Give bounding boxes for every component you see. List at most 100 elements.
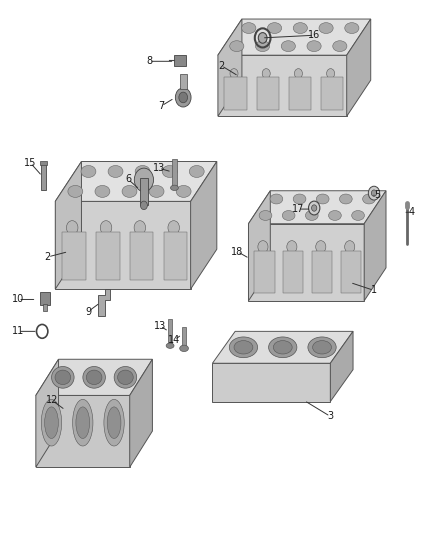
Text: 14: 14 [168, 335, 180, 345]
Circle shape [345, 241, 355, 253]
Circle shape [287, 241, 297, 253]
Ellipse shape [122, 185, 137, 197]
Ellipse shape [45, 407, 58, 439]
Text: 13: 13 [154, 321, 166, 331]
Polygon shape [36, 359, 59, 467]
Ellipse shape [293, 22, 307, 34]
Ellipse shape [281, 41, 295, 52]
Circle shape [294, 69, 302, 78]
Polygon shape [130, 359, 152, 467]
Ellipse shape [114, 367, 137, 388]
Text: 4: 4 [409, 207, 415, 217]
Circle shape [168, 221, 180, 235]
Ellipse shape [313, 341, 332, 354]
Polygon shape [55, 201, 191, 289]
Ellipse shape [107, 407, 121, 439]
Circle shape [371, 190, 377, 196]
Text: 17: 17 [292, 204, 305, 214]
Ellipse shape [255, 41, 270, 52]
Circle shape [368, 186, 380, 200]
Text: 16: 16 [308, 30, 320, 41]
Polygon shape [212, 332, 353, 364]
Ellipse shape [86, 370, 102, 385]
Text: 8: 8 [146, 56, 152, 66]
Text: 10: 10 [12, 294, 24, 304]
Ellipse shape [189, 165, 204, 177]
Circle shape [67, 221, 78, 235]
Circle shape [327, 69, 335, 78]
Ellipse shape [162, 165, 177, 177]
Bar [341, 251, 361, 293]
Bar [40, 292, 49, 305]
Circle shape [134, 168, 153, 191]
Text: 12: 12 [46, 395, 58, 406]
Ellipse shape [268, 337, 297, 358]
Ellipse shape [328, 211, 341, 221]
Ellipse shape [345, 22, 359, 34]
Circle shape [230, 69, 238, 78]
Ellipse shape [230, 41, 244, 52]
Polygon shape [347, 19, 371, 116]
Bar [312, 251, 332, 293]
Ellipse shape [180, 345, 188, 352]
Ellipse shape [305, 211, 318, 221]
Polygon shape [218, 19, 371, 55]
Ellipse shape [273, 341, 292, 354]
Text: 13: 13 [152, 163, 165, 173]
Bar [321, 77, 343, 110]
Bar [254, 251, 275, 293]
Circle shape [179, 92, 187, 103]
Ellipse shape [363, 194, 375, 204]
Ellipse shape [282, 211, 295, 221]
Text: 2: 2 [45, 252, 51, 262]
Ellipse shape [55, 370, 71, 385]
Bar [41, 165, 46, 190]
Ellipse shape [104, 399, 124, 446]
Ellipse shape [352, 211, 364, 221]
Polygon shape [212, 364, 330, 401]
Polygon shape [248, 191, 386, 224]
Circle shape [308, 201, 320, 215]
Bar [173, 55, 186, 66]
Ellipse shape [149, 185, 164, 197]
Text: 15: 15 [24, 158, 36, 168]
Circle shape [134, 221, 145, 235]
Ellipse shape [268, 22, 282, 34]
Polygon shape [330, 332, 353, 401]
Ellipse shape [117, 370, 133, 385]
Bar [42, 304, 47, 311]
Bar [257, 77, 279, 110]
Circle shape [316, 241, 326, 253]
Ellipse shape [176, 185, 191, 197]
Polygon shape [218, 19, 242, 116]
Bar [140, 177, 148, 205]
Ellipse shape [293, 194, 306, 204]
Ellipse shape [242, 22, 256, 34]
Polygon shape [55, 161, 217, 201]
Bar [289, 77, 311, 110]
Ellipse shape [339, 194, 352, 204]
Circle shape [141, 201, 148, 209]
Ellipse shape [316, 194, 329, 204]
Ellipse shape [270, 194, 283, 204]
Bar [168, 319, 172, 345]
Circle shape [311, 205, 317, 211]
Polygon shape [99, 289, 110, 316]
Circle shape [175, 88, 191, 107]
Text: 5: 5 [374, 190, 380, 200]
Polygon shape [36, 395, 130, 467]
Ellipse shape [319, 22, 333, 34]
Polygon shape [364, 191, 386, 301]
Ellipse shape [41, 399, 62, 446]
Ellipse shape [135, 165, 150, 177]
Polygon shape [36, 359, 152, 395]
Ellipse shape [166, 343, 174, 349]
Ellipse shape [170, 185, 178, 190]
Text: 1: 1 [371, 286, 377, 295]
Ellipse shape [76, 407, 90, 439]
Ellipse shape [307, 41, 321, 52]
Text: 2: 2 [218, 61, 224, 70]
Bar [283, 251, 304, 293]
Bar [180, 74, 187, 89]
Ellipse shape [108, 165, 123, 177]
